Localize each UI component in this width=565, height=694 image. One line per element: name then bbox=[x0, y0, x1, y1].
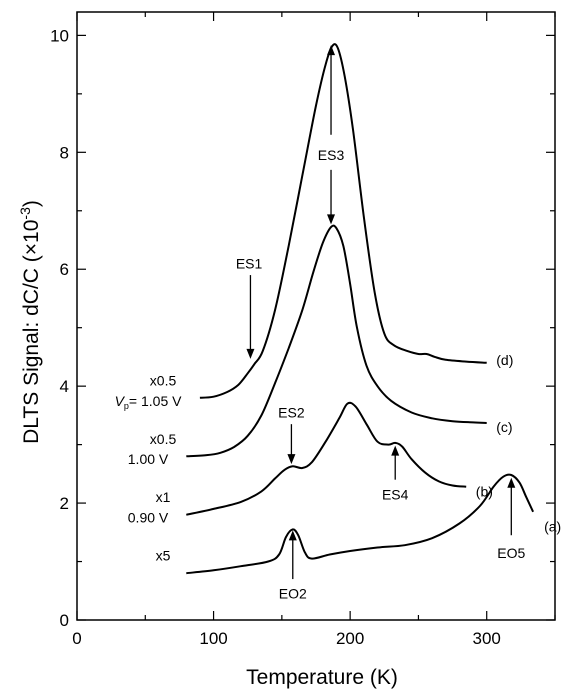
y-tick-label: 4 bbox=[60, 377, 69, 396]
bias-voltage-c: 1.00 V bbox=[128, 451, 169, 467]
series-labels: (a) x5 (b) x1 0.90 V (c) x0.5 1.00 V (d) x0.5 Vp= … bbox=[115, 352, 562, 564]
series-end-label-a: (a) bbox=[544, 518, 561, 534]
bias-voltage-b: 0.90 V bbox=[128, 510, 169, 526]
vp-symbol: V bbox=[115, 393, 126, 409]
annotation-label-es3: ES3 bbox=[318, 147, 345, 163]
bias-voltage-d: Vp= 1.05 V bbox=[115, 393, 183, 411]
x-axis-title: Temperature (K) bbox=[246, 666, 398, 689]
annotation-arrow-es2-head bbox=[287, 454, 296, 465]
annotation-arrow-es3-head bbox=[327, 45, 336, 56]
annotation-label-es4: ES4 bbox=[382, 486, 409, 502]
plot-frame bbox=[76, 11, 556, 621]
series-end-label-d: (d) bbox=[496, 352, 513, 368]
annotation-arrow-eo5-head bbox=[507, 477, 516, 488]
annotation-arrow-eo2-head bbox=[288, 530, 297, 541]
vp-value: = 1.05 V bbox=[129, 393, 182, 409]
y-tick-label: 8 bbox=[60, 143, 69, 162]
x-tick-label: 200 bbox=[336, 629, 364, 648]
y-tick-label: 10 bbox=[50, 26, 69, 45]
peak-annotations: ES1 ES2 ES3 ES4 EO2 EO5 bbox=[236, 45, 526, 602]
y-axis-title-exponent: -3 bbox=[17, 207, 33, 220]
series-line-b bbox=[186, 401, 467, 516]
plot-border bbox=[76, 11, 556, 621]
axis-ticks: 0 100 200 300 0 2 4 6 8 10 bbox=[50, 12, 556, 648]
x-tick-label: 300 bbox=[473, 629, 501, 648]
x-tick-label: 100 bbox=[199, 629, 227, 648]
scale-factor-d: x0.5 bbox=[150, 372, 177, 388]
y-axis-title-main: DLTS Signal: dC/C (×10 bbox=[20, 220, 43, 444]
y-tick-label: 6 bbox=[60, 260, 69, 279]
x-tick-label: 0 bbox=[72, 629, 81, 648]
y-tick-label: 2 bbox=[60, 494, 69, 513]
series-line-d bbox=[199, 43, 487, 399]
series-end-label-b: (b) bbox=[476, 483, 493, 499]
annotation-label-eo5: EO5 bbox=[497, 545, 525, 561]
annotation-arrow2-es3-head bbox=[327, 214, 336, 225]
annotation-label-es2: ES2 bbox=[278, 404, 305, 420]
series-line-c bbox=[186, 224, 487, 458]
y-tick-label: 0 bbox=[60, 611, 69, 630]
scale-factor-b: x1 bbox=[156, 489, 171, 505]
vp-subscript: p bbox=[124, 401, 129, 411]
annotation-arrow-es1-head bbox=[246, 348, 255, 359]
scale-factor-a: x5 bbox=[156, 548, 171, 564]
y-axis-title-tail: ) bbox=[20, 200, 43, 207]
annotation-label-es1: ES1 bbox=[236, 255, 263, 271]
series-curves bbox=[186, 43, 535, 575]
series-end-label-c: (c) bbox=[496, 419, 512, 435]
annotation-arrow-es4-head bbox=[391, 445, 400, 456]
series-line-a bbox=[186, 473, 535, 575]
scale-factor-c: x0.5 bbox=[150, 431, 177, 447]
y-axis-title: DLTS Signal: dC/C (×10-3) bbox=[17, 200, 43, 444]
annotation-label-eo2: EO2 bbox=[279, 586, 307, 602]
